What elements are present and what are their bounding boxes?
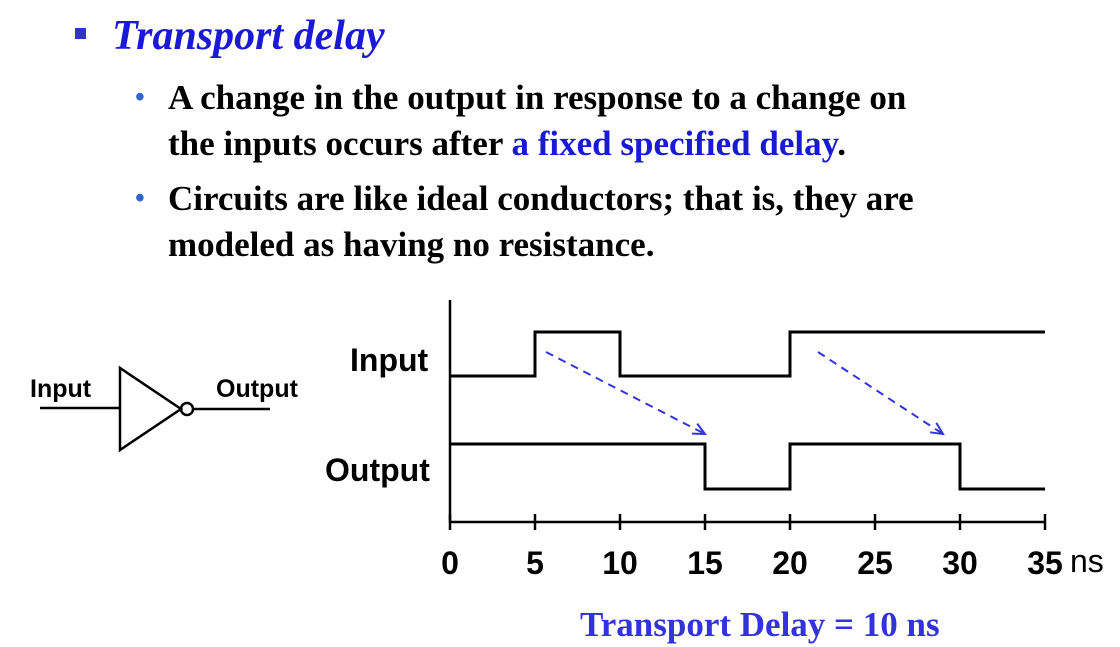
- highlight-fixed-delay: a fixed specified delay: [511, 124, 838, 163]
- tick-label: 15: [687, 545, 723, 581]
- bullet-line-1: A change in the output in response to a …: [168, 78, 907, 117]
- bullet-ideal-conductors: • Circuits are like ideal conductors; th…: [135, 176, 1035, 268]
- delay-arrow-line: [817, 351, 944, 435]
- bullet-fixed-delay: • A change in the output in response to …: [135, 75, 1035, 167]
- tick-marks: [448, 514, 1047, 530]
- output-waveform: [450, 442, 1045, 491]
- bullet-line-1: Circuits are like ideal conductors; that…: [168, 179, 914, 218]
- tick-label: 25: [857, 545, 893, 581]
- tick-label: 5: [526, 545, 544, 581]
- tick-label: 0: [441, 545, 459, 581]
- gate-output-label: Output: [216, 375, 298, 403]
- slide-heading: Transport delay: [75, 12, 385, 60]
- bullet-dot-icon: •: [135, 183, 145, 214]
- bullet-line-2-post: .: [837, 124, 846, 163]
- transport-delay-caption: Transport Delay = 10 ns: [580, 605, 940, 644]
- bullet-dot-icon: •: [135, 82, 145, 113]
- delay-arrow-line: [545, 351, 706, 435]
- gate-triangle: [118, 365, 184, 453]
- output-signal-label: Output: [325, 452, 430, 488]
- delay-arrows: [545, 351, 945, 436]
- arrow-head-icon: [691, 423, 708, 436]
- bullet-line-2-pre: the inputs occurs after: [168, 124, 512, 163]
- tick-label: 30: [942, 545, 978, 581]
- bullet-line-2: modeled as having no resistance.: [168, 225, 655, 264]
- gate-input-label: Input: [30, 375, 92, 403]
- tick-label: 35: [1027, 545, 1063, 581]
- tick-label: 20: [772, 545, 808, 581]
- square-bullet-icon: [75, 27, 86, 39]
- arrow-head-icon: [929, 422, 945, 436]
- input-signal-label: Input: [350, 342, 429, 378]
- inverter-gate-icon: [40, 365, 270, 453]
- heading-text: Transport delay: [112, 13, 385, 59]
- time-unit-label: ns: [1070, 543, 1104, 579]
- tick-label: 10: [602, 545, 638, 581]
- bullet-line-2: the inputs occurs after a fixed specifie…: [168, 121, 1035, 167]
- input-waveform: [450, 330, 1045, 378]
